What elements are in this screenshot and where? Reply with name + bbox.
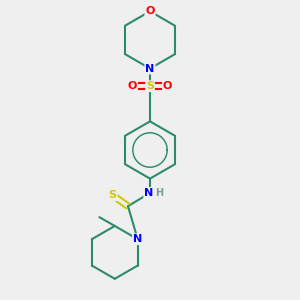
Text: O: O [163,81,172,91]
Text: S: S [146,81,154,91]
Text: N: N [144,188,154,198]
Text: N: N [133,234,142,244]
Text: S: S [109,190,117,200]
Text: N: N [146,64,154,74]
Text: H: H [155,188,163,198]
Text: O: O [145,6,155,16]
Text: O: O [128,81,137,91]
